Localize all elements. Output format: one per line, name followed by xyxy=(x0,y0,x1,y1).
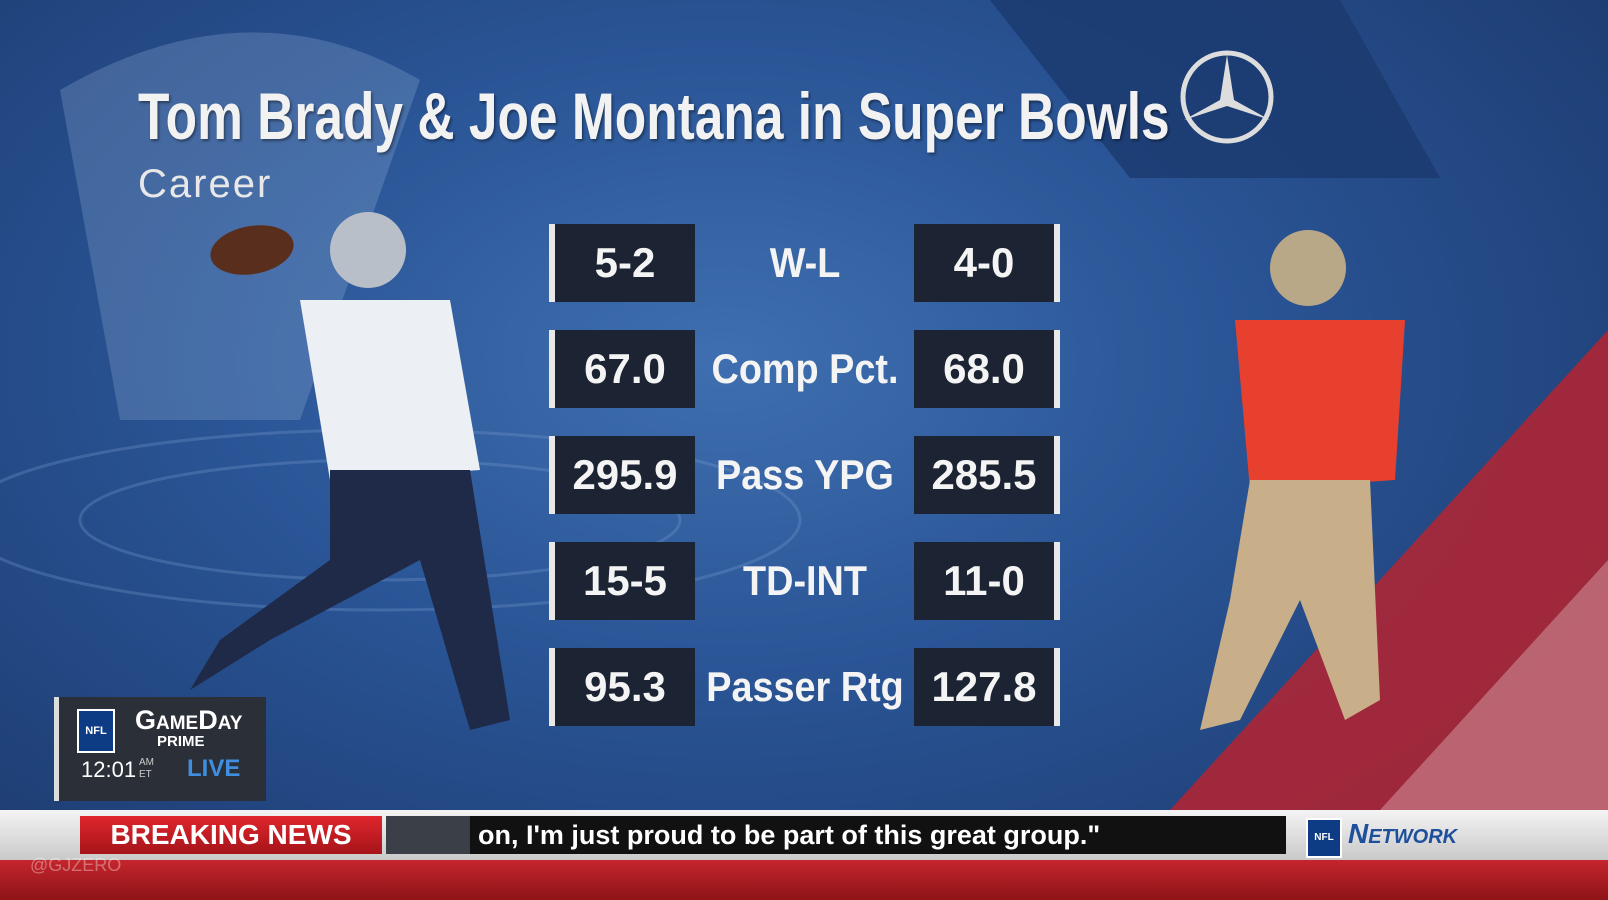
title: Tom Brady & Joe Montana in Super Bowls xyxy=(138,79,1170,153)
montana-value: 4-0 xyxy=(914,224,1060,302)
network: Network xyxy=(1348,818,1458,849)
stat-label: TD-INT xyxy=(743,557,867,604)
stat-label: Passer Rtg xyxy=(706,663,904,710)
montana-value: 285.5 xyxy=(914,436,1060,514)
show-name: GameDay xyxy=(135,705,243,735)
live: LIVE xyxy=(187,755,241,782)
gameday-bug: NFL GameDay PRIME 12:01 AM ET LIVE xyxy=(54,697,266,801)
montana-value: 127.8 xyxy=(914,648,1060,726)
team-logo xyxy=(386,816,470,854)
nfl-logo: NFL xyxy=(77,709,115,753)
brady-value: 67.0 xyxy=(549,330,695,408)
brady-value: 95.3 xyxy=(549,648,695,726)
subtitle: Career xyxy=(138,162,273,206)
stat-label: Pass YPG xyxy=(716,451,894,498)
brady-value: 295.9 xyxy=(549,436,695,514)
ticker: BREAKING NEWS on, I'm just proud to be p… xyxy=(0,810,1608,860)
breaking-tag: BREAKING NEWS xyxy=(80,816,382,854)
stat-label: W-L xyxy=(769,239,841,286)
ticker-text: on, I'm just proud to be part of this gr… xyxy=(470,816,1286,854)
brady-value: 15-5 xyxy=(549,542,695,620)
nfl-logo: NFL xyxy=(1306,818,1342,858)
stat-label: Comp Pct. xyxy=(711,345,899,392)
am: AM xyxy=(139,757,154,768)
montana-value: 68.0 xyxy=(914,330,1060,408)
montana-value: 11-0 xyxy=(914,542,1060,620)
watermark: @GJZERO xyxy=(30,855,122,875)
brady-value: 5-2 xyxy=(549,224,695,302)
bottom-strip xyxy=(0,860,1608,900)
time: 12:01 xyxy=(81,757,137,782)
show-sub: PRIME xyxy=(157,733,205,750)
et: ET xyxy=(139,769,152,780)
